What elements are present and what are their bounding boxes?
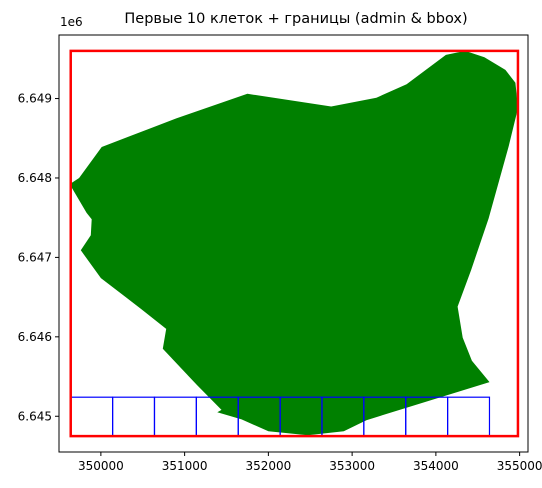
chart-title: Первые 10 клеток + границы (admin & bbox… xyxy=(124,11,467,27)
x-tick-label: 352000 xyxy=(245,459,291,473)
y-tick-label: 6.647 xyxy=(18,250,52,264)
grid-cell-1 xyxy=(70,396,114,437)
bbox-rect xyxy=(69,49,520,438)
y-tick-label: 6.646 xyxy=(18,330,52,344)
x-tick-label: 354000 xyxy=(413,459,459,473)
grid-cell-3 xyxy=(153,396,197,437)
grid-cell-10 xyxy=(447,396,491,437)
y-tick-label: 6.645 xyxy=(18,409,52,423)
x-tick-label: 351000 xyxy=(162,459,208,473)
admin-polygon xyxy=(70,50,518,436)
grid-cell-2 xyxy=(111,396,156,437)
x-tick-label: 353000 xyxy=(329,459,375,473)
x-tick-label: 355000 xyxy=(497,459,542,473)
y-offset-label: 1e6 xyxy=(60,15,83,29)
x-tick-label: 350000 xyxy=(78,459,124,473)
y-tick-label: 6.648 xyxy=(18,171,52,185)
plot-area: 350000 351000 352000 353000 354000 355000 6.64… xyxy=(18,34,542,473)
y-tick-label: 6.649 xyxy=(18,92,52,106)
axes-frame xyxy=(58,34,529,453)
